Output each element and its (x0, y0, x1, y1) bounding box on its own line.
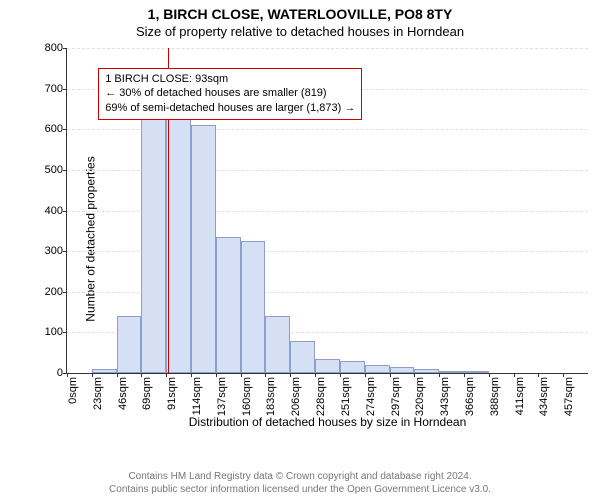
annotation-line: 1 BIRCH CLOSE: 93sqm (105, 72, 355, 87)
x-tick-label: 274sqm (365, 373, 377, 416)
x-tick-label: 434sqm (538, 373, 550, 416)
x-tick-label: 343sqm (439, 373, 451, 416)
x-tick-label: 69sqm (141, 373, 153, 410)
y-tick-label: 300 (37, 245, 63, 257)
y-tick-mark (63, 332, 67, 333)
histogram-bar (141, 115, 166, 373)
x-tick-label: 457sqm (563, 373, 575, 416)
y-tick-mark (63, 48, 67, 49)
x-tick-label: 114sqm (191, 373, 203, 415)
attribution-footer: Contains HM Land Registry data © Crown c… (0, 470, 600, 496)
y-tick-label: 0 (37, 367, 63, 379)
x-tick-label: 0sqm (67, 373, 79, 404)
y-tick-mark (63, 89, 67, 90)
x-tick-label: 160sqm (241, 373, 253, 416)
y-tick-label: 200 (37, 286, 63, 298)
histogram-bar (340, 361, 365, 373)
gridline (67, 48, 588, 49)
y-tick-label: 800 (37, 42, 63, 54)
chart-container: Number of detached properties Distributi… (30, 48, 588, 430)
footer-line: Contains HM Land Registry data © Crown c… (0, 470, 600, 483)
y-tick-label: 500 (37, 164, 63, 176)
y-tick-label: 600 (37, 123, 63, 135)
footer-line: Contains public sector information licen… (0, 483, 600, 496)
plot-area: Distribution of detached houses by size … (66, 48, 588, 374)
y-tick-mark (63, 170, 67, 171)
y-tick-label: 700 (37, 83, 63, 95)
histogram-bar (241, 241, 266, 373)
x-tick-label: 366sqm (464, 373, 476, 416)
histogram-bar (290, 341, 315, 374)
y-tick-mark (63, 292, 67, 293)
annotation-box: 1 BIRCH CLOSE: 93sqm← 30% of detached ho… (98, 68, 362, 121)
x-tick-label: 411sqm (514, 373, 526, 415)
histogram-bar (191, 125, 216, 373)
x-tick-label: 251sqm (340, 373, 352, 416)
histogram-bar (216, 237, 241, 373)
annotation-line: 69% of semi-detached houses are larger (… (105, 101, 355, 116)
y-tick-mark (63, 211, 67, 212)
y-tick-label: 100 (37, 326, 63, 338)
histogram-bar (315, 359, 340, 373)
y-tick-mark (63, 251, 67, 252)
x-tick-label: 91sqm (166, 373, 178, 410)
page-title: 1, BIRCH CLOSE, WATERLOOVILLE, PO8 8TY (0, 0, 600, 22)
x-tick-label: 320sqm (414, 373, 426, 416)
x-tick-label: 183sqm (265, 373, 277, 416)
x-axis-label: Distribution of detached houses by size … (67, 415, 588, 429)
x-tick-label: 23sqm (92, 373, 104, 410)
y-tick-label: 400 (37, 205, 63, 217)
histogram-bar (365, 365, 390, 373)
x-tick-label: 297sqm (390, 373, 402, 416)
y-tick-mark (63, 129, 67, 130)
x-tick-label: 137sqm (216, 373, 228, 416)
histogram-bar (166, 119, 191, 373)
x-tick-label: 388sqm (489, 373, 501, 416)
x-tick-label: 206sqm (290, 373, 302, 416)
x-tick-label: 46sqm (117, 373, 129, 410)
histogram-bar (265, 316, 290, 373)
page-subtitle: Size of property relative to detached ho… (0, 22, 600, 43)
x-tick-label: 228sqm (315, 373, 327, 416)
annotation-line: ← 30% of detached houses are smaller (81… (105, 86, 355, 101)
histogram-bar (117, 316, 142, 373)
